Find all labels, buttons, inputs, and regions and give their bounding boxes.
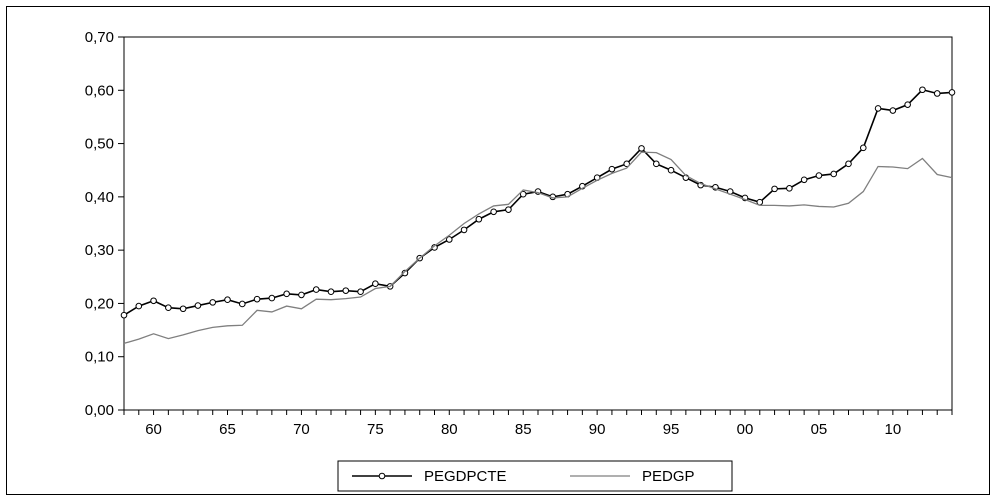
x-tick-label: 90 xyxy=(589,421,606,438)
data-point xyxy=(268,294,276,302)
chart-frame xyxy=(6,6,990,495)
data-point xyxy=(638,145,645,152)
x-tick-label: 65 xyxy=(219,421,236,438)
data-point xyxy=(608,165,616,173)
data-point xyxy=(179,305,187,313)
data-point xyxy=(327,288,335,296)
data-point xyxy=(312,286,320,293)
data-point xyxy=(519,190,527,198)
x-tick-label: 75 xyxy=(367,421,384,438)
y-tick-label: 0,70 xyxy=(85,29,114,46)
legend-marker-pegdpcte xyxy=(378,472,386,480)
y-tick-label: 0,40 xyxy=(85,189,114,206)
data-point xyxy=(194,302,202,309)
data-point xyxy=(845,160,852,168)
data-point xyxy=(283,290,290,298)
data-point xyxy=(652,160,660,168)
data-point xyxy=(919,86,926,94)
data-point xyxy=(786,185,793,192)
data-point xyxy=(120,311,128,319)
data-point xyxy=(209,299,217,306)
data-point xyxy=(889,107,897,114)
data-point xyxy=(135,302,143,310)
data-point xyxy=(874,105,882,112)
x-tick-label: 85 xyxy=(515,421,532,438)
data-point xyxy=(298,291,305,299)
x-tick-label: 05 xyxy=(811,421,828,438)
data-point xyxy=(490,208,497,216)
y-tick-label: 0,50 xyxy=(85,136,114,153)
data-point xyxy=(623,160,631,168)
data-point xyxy=(933,90,941,97)
y-tick-label: 0,60 xyxy=(85,82,114,99)
data-point xyxy=(372,280,379,288)
data-point xyxy=(800,176,808,184)
y-tick-label: 0,30 xyxy=(85,242,114,259)
data-point xyxy=(150,297,157,305)
data-point xyxy=(904,101,911,108)
x-tick-label: 60 xyxy=(145,421,162,438)
x-tick-label: 70 xyxy=(293,421,310,438)
legend-label-pedgp: PEDGP xyxy=(642,468,695,485)
data-point xyxy=(165,304,172,311)
data-point xyxy=(815,172,823,179)
data-point xyxy=(224,296,231,303)
data-point xyxy=(253,295,261,303)
series-line-pedgp xyxy=(123,151,953,345)
data-point xyxy=(445,236,453,243)
data-point xyxy=(460,226,468,234)
data-point xyxy=(667,166,675,174)
data-point xyxy=(859,144,867,152)
data-point xyxy=(342,287,350,294)
plot-area xyxy=(123,36,953,411)
y-tick-label: 0,10 xyxy=(85,349,114,366)
x-tick-label: 00 xyxy=(737,421,754,438)
data-point xyxy=(505,206,512,213)
y-tick-label: 0,20 xyxy=(85,295,114,312)
data-point xyxy=(830,170,838,178)
x-tick-label: 80 xyxy=(441,421,458,438)
data-point xyxy=(401,269,409,277)
data-point xyxy=(771,185,778,193)
data-point xyxy=(475,215,483,223)
series-line-pegdpcte xyxy=(123,88,953,316)
data-point xyxy=(238,300,246,308)
data-point xyxy=(357,288,364,296)
x-tick-label: 95 xyxy=(663,421,680,438)
data-point xyxy=(948,89,956,96)
y-tick-label: 0,00 xyxy=(85,402,114,419)
x-tick-label: 10 xyxy=(885,421,902,438)
legend-label-pegdpcte: PEGDPCTE xyxy=(424,468,507,485)
